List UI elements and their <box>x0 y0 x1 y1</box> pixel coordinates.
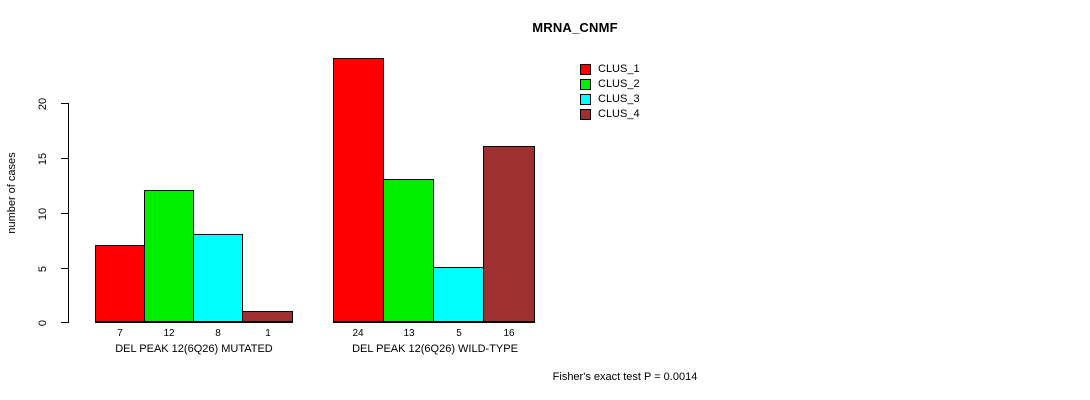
legend-swatch-icon-clus4 <box>580 109 591 120</box>
bar-value-group1-clus1: 7 <box>117 328 123 339</box>
legend-item-clus1[interactable]: CLUS_1 <box>580 62 640 77</box>
y-tick-label-10: 10 <box>37 207 49 221</box>
y-tick-label-5: 5 <box>37 265 49 273</box>
statistical-annotation: Fisher's exact test P = 0.0014 <box>0 371 1090 383</box>
y-tick-15 <box>61 158 68 159</box>
legend-label-clus3: CLUS_3 <box>598 93 640 105</box>
legend: CLUS_1 CLUS_2 CLUS_3 CLUS_4 <box>580 62 640 122</box>
legend-swatch-icon-clus3 <box>580 94 591 105</box>
legend-item-clus4[interactable]: CLUS_4 <box>580 107 640 122</box>
chart-title: MRNA_CNMF <box>0 20 1090 35</box>
bar-value-group1-clus3: 8 <box>215 328 221 339</box>
group-label-1: DEL PEAK 12(6Q26) MUTATED <box>115 343 273 355</box>
y-tick-20 <box>61 103 68 104</box>
bar-value-group2-clus4: 16 <box>503 328 515 339</box>
y-tick-5 <box>61 268 68 269</box>
y-tick-10 <box>61 213 68 214</box>
bar-value-group1-clus2: 12 <box>163 328 175 339</box>
bar-group2-clus1[interactable] <box>333 58 384 322</box>
group-baseline-2 <box>333 322 535 323</box>
bar-group2-clus3[interactable] <box>433 267 484 322</box>
y-tick-0 <box>61 322 68 323</box>
bar-value-group2-clus1: 24 <box>352 328 364 339</box>
legend-label-clus4: CLUS_4 <box>598 108 640 120</box>
legend-swatch-icon-clus2 <box>580 79 591 90</box>
bar-value-group1-clus4: 1 <box>265 328 271 339</box>
y-tick-label-20: 20 <box>37 97 49 111</box>
bar-group1-clus1[interactable] <box>95 245 145 322</box>
bar-group2-clus4[interactable] <box>483 146 535 322</box>
bar-value-group2-clus2: 13 <box>403 328 415 339</box>
group-baseline-1 <box>95 322 293 323</box>
bar-group2-clus2[interactable] <box>383 179 434 322</box>
statistical-annotation-text: Fisher's exact test P = 0.0014 <box>552 371 698 383</box>
legend-label-clus1: CLUS_1 <box>598 63 640 75</box>
legend-item-clus3[interactable]: CLUS_3 <box>580 92 640 107</box>
y-tick-label-15: 15 <box>37 152 49 166</box>
y-axis-label: number of cases <box>6 152 18 234</box>
chart-title-text: MRNA_CNMF <box>532 20 618 35</box>
bar-group1-clus4[interactable] <box>242 311 293 322</box>
y-tick-label-0: 0 <box>37 319 49 327</box>
bar-group1-clus3[interactable] <box>193 234 243 322</box>
legend-label-clus2: CLUS_2 <box>598 78 640 90</box>
group-label-2: DEL PEAK 12(6Q26) WILD-TYPE <box>352 343 518 355</box>
legend-swatch-icon-clus1 <box>580 64 591 75</box>
bar-value-group2-clus3: 5 <box>456 328 462 339</box>
y-axis-line <box>68 103 69 323</box>
legend-item-clus2[interactable]: CLUS_2 <box>580 77 640 92</box>
bar-group1-clus2[interactable] <box>144 190 194 322</box>
